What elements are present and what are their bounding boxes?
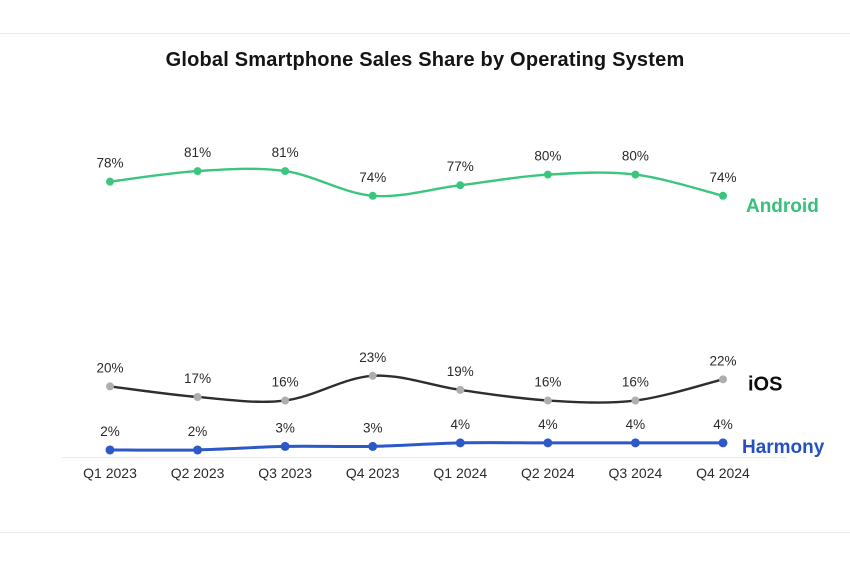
data-point-android (631, 170, 640, 179)
x-axis-label: Q3 2024 (609, 465, 663, 481)
data-point-harmony (368, 441, 378, 451)
value-label-ios: 16% (534, 375, 561, 390)
data-point-harmony (105, 445, 115, 455)
value-label-android: 78% (96, 156, 123, 171)
x-axis-label: Q1 2024 (433, 465, 487, 481)
value-label-harmony: 2% (188, 424, 208, 439)
series-label-ios: iOS (748, 373, 782, 395)
series-label-android: Android (746, 196, 819, 217)
value-label-android: 80% (534, 149, 561, 164)
series-line-harmony (108, 441, 725, 452)
value-label-harmony: 4% (451, 417, 471, 432)
value-label-harmony: 4% (713, 417, 733, 432)
value-label-ios: 20% (96, 360, 123, 375)
value-label-ios: 16% (622, 375, 649, 390)
chart-title: Global Smartphone Sales Share by Operati… (165, 49, 685, 71)
value-label-harmony: 4% (538, 417, 558, 432)
value-label-ios: 17% (184, 371, 211, 386)
x-axis-label: Q2 2024 (521, 465, 575, 481)
series-line-android (108, 167, 725, 198)
value-label-harmony: 3% (275, 420, 295, 435)
data-point-harmony (193, 445, 203, 455)
frame-line-top (0, 33, 850, 34)
value-label-harmony: 2% (100, 424, 120, 439)
value-label-android: 81% (272, 145, 299, 160)
value-label-ios: 16% (272, 375, 299, 390)
data-point-ios (718, 375, 727, 384)
data-point-harmony (280, 441, 290, 451)
data-point-android (456, 181, 465, 190)
frame-line-bottom (0, 532, 850, 533)
data-point-android (281, 167, 290, 176)
x-axis-label: Q4 2023 (346, 465, 400, 481)
x-axis-label: Q3 2023 (258, 465, 312, 481)
data-point-harmony (543, 438, 553, 448)
data-point-android (543, 170, 552, 179)
value-label-android: 80% (622, 149, 649, 164)
value-label-ios: 19% (447, 364, 474, 379)
value-label-ios: 22% (709, 353, 736, 368)
series-label-harmony: Harmony (742, 437, 825, 458)
data-point-ios (368, 371, 377, 380)
series-line-ios (108, 374, 725, 404)
data-point-android (718, 191, 727, 200)
data-point-ios (281, 396, 290, 405)
x-axis-label: Q1 2023 (83, 465, 137, 481)
data-point-harmony (718, 438, 728, 448)
data-point-ios (543, 396, 552, 405)
value-label-android: 74% (359, 170, 386, 185)
x-axis-label: Q4 2024 (696, 465, 750, 481)
value-label-android: 74% (709, 170, 736, 185)
data-point-ios (106, 382, 114, 391)
value-label-android: 81% (184, 145, 211, 160)
data-point-android (106, 177, 114, 186)
data-point-ios (456, 385, 465, 394)
value-label-harmony: 4% (626, 417, 646, 432)
data-point-ios (193, 392, 202, 401)
data-point-ios (631, 396, 640, 405)
x-axis-label: Q2 2023 (171, 465, 225, 481)
data-point-harmony (455, 438, 465, 448)
value-label-ios: 23% (359, 350, 386, 365)
value-label-harmony: 3% (363, 420, 383, 435)
value-label-android: 77% (447, 159, 474, 174)
data-point-android (368, 191, 377, 200)
data-point-harmony (630, 438, 640, 448)
data-point-android (193, 167, 202, 176)
